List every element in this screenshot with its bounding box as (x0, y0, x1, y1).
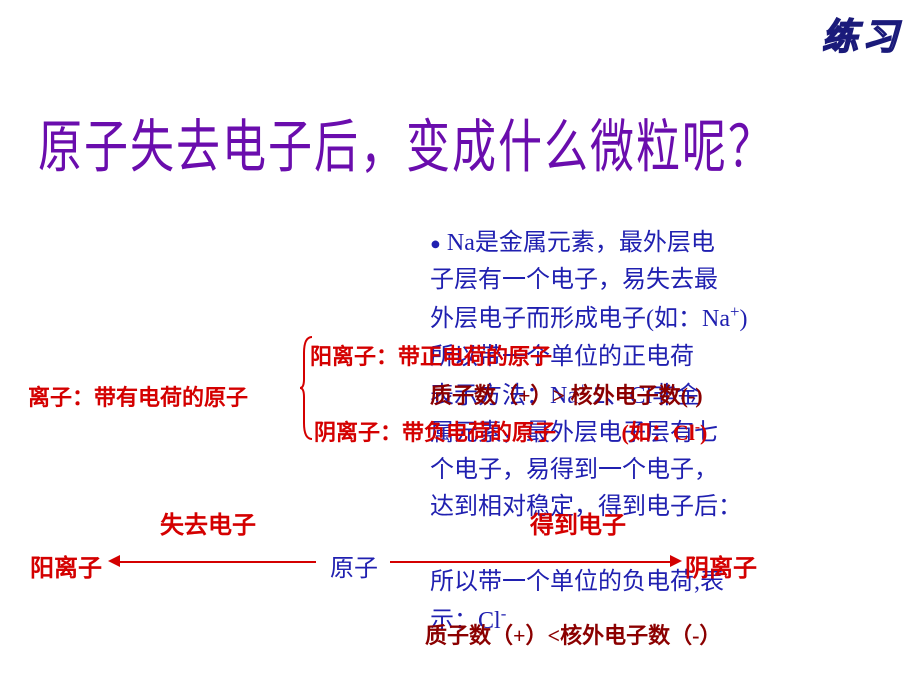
anion-label: 阴离子 (685, 548, 757, 583)
proton-less-than: 质子数（+）<核外电子数（-） (425, 618, 721, 650)
cation-definition: 阳离子：带正电荷的原子 (310, 339, 552, 371)
ion-definition: 离子：带有电荷的原子 (28, 380, 248, 412)
bullet-line3a: 外层电子而形成 (430, 306, 598, 332)
main-question-title: 原子失去电子后，变成什么微粒呢？ (38, 100, 774, 183)
bullet-line7: 个电子，易得到一个电子， (430, 457, 718, 483)
gain-electron-label: 得到电子 (530, 505, 626, 540)
bullet-line3b: 电子(如：Na (598, 306, 730, 332)
bullet-line3c: ) (739, 306, 747, 332)
bullet-line9: 所以带一个单位的负电荷,表 (430, 569, 724, 595)
arrow-right-line (390, 561, 670, 563)
anion-def-text: 阴离子：带负电荷的原子 (314, 420, 556, 445)
lose-electron-label: 失去电子 (160, 505, 256, 540)
proton-greater-than: 质子数（+）> 核外电子数(-) (430, 378, 703, 410)
anion-def-end: ) (700, 420, 707, 445)
corner-title: 练习 (822, 8, 902, 60)
anion-definition: 阴离子：带负电荷的原子 (如：Cl-) (314, 415, 707, 447)
bullet-line2: 子层有一个电子，易失去最 (430, 267, 718, 293)
cation-label: 阳离子 (30, 548, 102, 583)
arrow-right-head-icon (670, 555, 682, 567)
arrow-left-head-icon (108, 555, 120, 567)
bullet-icon: ● (430, 234, 441, 254)
arrow-left-line (120, 561, 316, 563)
anion-def-extra: (如：Cl (622, 420, 695, 445)
bullet-line1: Na是金属元素，最外层电 (447, 230, 715, 256)
atom-label: 原子 (330, 548, 378, 583)
